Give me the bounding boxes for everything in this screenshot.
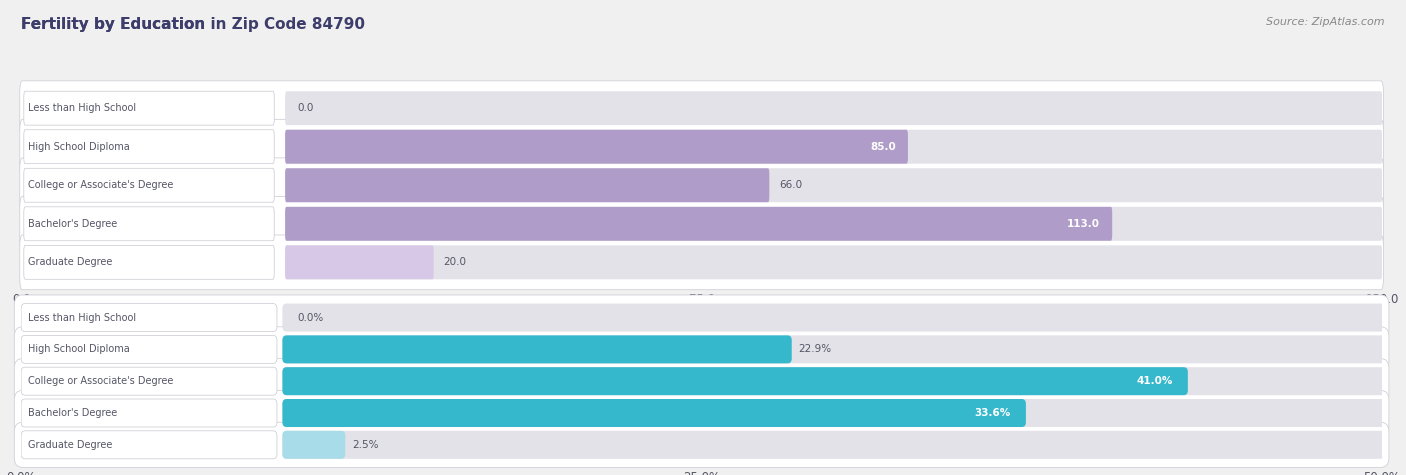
- Text: Source: ZipAtlas.com: Source: ZipAtlas.com: [1267, 17, 1385, 27]
- Text: Graduate Degree: Graduate Degree: [28, 257, 112, 267]
- FancyBboxPatch shape: [285, 130, 908, 164]
- FancyBboxPatch shape: [21, 367, 277, 395]
- Text: Bachelor's Degree: Bachelor's Degree: [28, 219, 117, 229]
- FancyBboxPatch shape: [285, 168, 769, 202]
- FancyBboxPatch shape: [24, 246, 274, 279]
- FancyBboxPatch shape: [285, 168, 1382, 202]
- Text: 85.0: 85.0: [870, 142, 896, 152]
- FancyBboxPatch shape: [14, 359, 1389, 404]
- FancyBboxPatch shape: [285, 91, 1382, 125]
- FancyBboxPatch shape: [283, 431, 346, 459]
- FancyBboxPatch shape: [283, 304, 1385, 332]
- Text: Less than High School: Less than High School: [28, 103, 136, 113]
- FancyBboxPatch shape: [14, 390, 1389, 436]
- Text: 33.6%: 33.6%: [974, 408, 1011, 418]
- Text: 113.0: 113.0: [1067, 219, 1099, 229]
- FancyBboxPatch shape: [283, 399, 1385, 427]
- Text: Bachelor's Degree: Bachelor's Degree: [28, 408, 117, 418]
- FancyBboxPatch shape: [285, 207, 1112, 241]
- FancyBboxPatch shape: [14, 422, 1389, 467]
- Text: 2.5%: 2.5%: [352, 440, 378, 450]
- FancyBboxPatch shape: [283, 335, 1385, 363]
- Text: Graduate Degree: Graduate Degree: [28, 440, 112, 450]
- FancyBboxPatch shape: [24, 91, 274, 125]
- FancyBboxPatch shape: [20, 197, 1384, 251]
- FancyBboxPatch shape: [21, 431, 277, 459]
- Text: 41.0%: 41.0%: [1136, 376, 1173, 386]
- FancyBboxPatch shape: [20, 119, 1384, 174]
- FancyBboxPatch shape: [285, 246, 433, 279]
- Text: High School Diploma: High School Diploma: [28, 344, 129, 354]
- Text: 22.9%: 22.9%: [799, 344, 832, 354]
- Text: 20.0: 20.0: [443, 257, 467, 267]
- FancyBboxPatch shape: [24, 207, 274, 241]
- Text: High School Diploma: High School Diploma: [28, 142, 129, 152]
- FancyBboxPatch shape: [283, 367, 1188, 395]
- FancyBboxPatch shape: [285, 246, 1382, 279]
- FancyBboxPatch shape: [283, 335, 792, 363]
- FancyBboxPatch shape: [285, 130, 1382, 164]
- Text: 0.0: 0.0: [298, 103, 314, 113]
- FancyBboxPatch shape: [20, 81, 1384, 135]
- Text: College or Associate's Degree: College or Associate's Degree: [28, 180, 173, 190]
- FancyBboxPatch shape: [21, 335, 277, 363]
- Text: 0.0%: 0.0%: [298, 313, 323, 323]
- Text: Less than High School: Less than High School: [28, 313, 136, 323]
- Text: Fertility by Education in Zip Code 84790: Fertility by Education in Zip Code 84790: [21, 17, 366, 32]
- FancyBboxPatch shape: [14, 327, 1389, 372]
- FancyBboxPatch shape: [283, 367, 1385, 395]
- FancyBboxPatch shape: [20, 158, 1384, 213]
- FancyBboxPatch shape: [24, 130, 274, 164]
- FancyBboxPatch shape: [24, 168, 274, 202]
- FancyBboxPatch shape: [283, 399, 1026, 427]
- FancyBboxPatch shape: [21, 399, 277, 427]
- FancyBboxPatch shape: [20, 235, 1384, 290]
- Text: 66.0: 66.0: [779, 180, 801, 190]
- FancyBboxPatch shape: [14, 295, 1389, 340]
- Text: College or Associate's Degree: College or Associate's Degree: [28, 376, 173, 386]
- FancyBboxPatch shape: [285, 207, 1382, 241]
- FancyBboxPatch shape: [283, 431, 1385, 459]
- Text: Fertility by Education: Fertility by Education: [21, 17, 211, 32]
- FancyBboxPatch shape: [21, 304, 277, 332]
